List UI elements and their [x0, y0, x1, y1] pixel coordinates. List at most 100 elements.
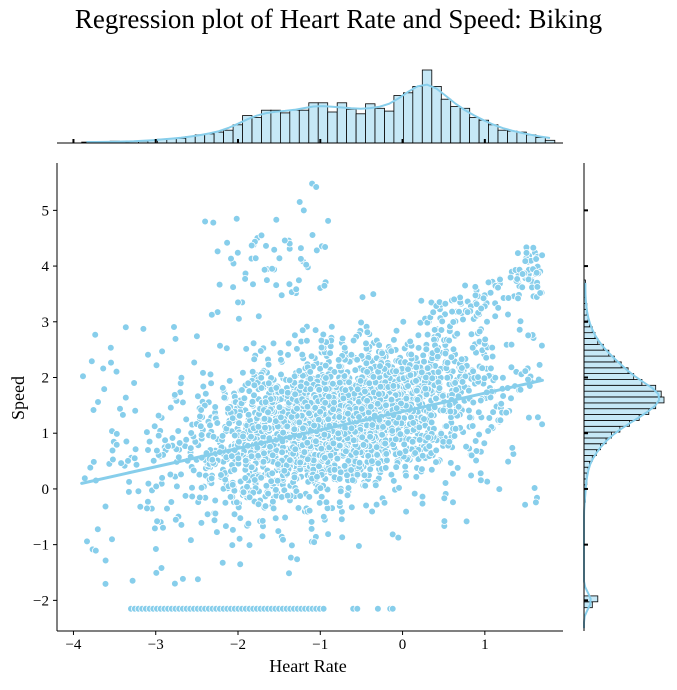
- scatter-point: [330, 465, 339, 474]
- right-hist-bar: [583, 355, 615, 363]
- scatter-point: [247, 452, 256, 461]
- scatter-point: [136, 502, 145, 511]
- scatter-point: [514, 249, 522, 257]
- right-hist-bar: [583, 402, 657, 410]
- scatter-point: [507, 340, 516, 349]
- scatter-point: [347, 424, 356, 433]
- scatter-point: [293, 404, 301, 413]
- scatter-point: [258, 532, 267, 541]
- scatter-point: [261, 398, 270, 406]
- scatter-point: [366, 402, 375, 411]
- scatter-point: [469, 367, 477, 376]
- scatter-point: [418, 499, 427, 508]
- scatter-point: [171, 335, 180, 343]
- scatter-point: [369, 373, 378, 381]
- scatter-point: [177, 373, 186, 382]
- top-hist-bar: [459, 107, 471, 144]
- scatter-point: [463, 308, 472, 316]
- scatter-point: [518, 270, 527, 278]
- scatter-point: [366, 465, 375, 474]
- scatter-point: [202, 389, 210, 398]
- scatter-point: [368, 457, 376, 465]
- scatter-point: [311, 326, 320, 334]
- scatter-point: [275, 403, 284, 412]
- scatter-point: [472, 447, 481, 455]
- scatter-point: [134, 487, 143, 496]
- scatter-point: [449, 469, 457, 478]
- scatter-point: [107, 358, 115, 367]
- scatter-point: [433, 346, 442, 355]
- scatter-point: [387, 395, 396, 404]
- x-axis-label: Heart Rate: [269, 656, 346, 676]
- y-axis-label: Speed: [8, 376, 28, 420]
- scatter-point: [242, 456, 250, 465]
- right-hist-bar: [583, 349, 610, 357]
- scatter-point: [320, 453, 329, 462]
- scatter-point: [220, 393, 229, 402]
- scatter-point: [338, 533, 347, 541]
- scatter-point: [387, 470, 396, 479]
- scatter-point: [264, 489, 272, 498]
- scatter-point: [499, 373, 507, 382]
- y-tick-label: 0: [42, 482, 50, 498]
- scatter-point: [302, 260, 311, 269]
- scatter-point: [143, 504, 151, 513]
- scatter-point: [299, 206, 308, 215]
- scatter-point: [424, 433, 432, 442]
- scatter-point: [208, 455, 217, 464]
- scatter-point: [508, 444, 517, 452]
- scatter-point: [99, 364, 107, 373]
- scatter-point: [250, 391, 258, 400]
- scatter-point: [345, 378, 353, 387]
- scatter-point: [320, 430, 329, 439]
- scatter-point: [532, 268, 541, 277]
- scatter-point: [408, 437, 417, 446]
- scatter-point: [235, 314, 243, 323]
- scatter-point: [181, 492, 190, 500]
- scatter-point: [303, 438, 312, 447]
- scatter-point: [268, 451, 277, 460]
- scatter-point: [409, 419, 418, 427]
- scatter-point: [348, 476, 357, 484]
- scatter-point: [234, 454, 243, 463]
- scatter-point: [270, 245, 279, 254]
- scatter-point: [462, 517, 471, 526]
- scatter-point: [395, 449, 404, 458]
- scatter-point: [407, 350, 416, 359]
- scatter-point: [392, 367, 400, 376]
- scatter-point: [443, 358, 452, 367]
- top-hist-bar: [261, 109, 272, 144]
- y-tick-label: 2: [42, 371, 50, 387]
- scatter-point: [383, 456, 391, 465]
- scatter-point: [277, 413, 285, 422]
- scatter-point: [472, 300, 481, 308]
- x-tick-label: −2: [230, 637, 246, 653]
- scatter-point: [452, 385, 460, 394]
- scatter-point: [305, 493, 314, 501]
- scatter-point: [130, 454, 139, 463]
- scatter-point: [280, 236, 289, 245]
- scatter-point: [538, 420, 546, 429]
- scatter-point: [213, 247, 222, 256]
- scatter-point: [401, 462, 410, 471]
- scatter-point: [143, 428, 151, 436]
- scatter-point: [234, 248, 242, 257]
- scatter-point: [230, 510, 239, 519]
- scatter-point: [329, 379, 337, 388]
- scatter-point: [423, 364, 432, 372]
- right-hist-bar: [583, 396, 665, 404]
- scatter-point: [249, 280, 257, 289]
- scatter-point: [211, 403, 220, 411]
- scatter-point: [107, 343, 115, 352]
- scatter-point: [427, 411, 435, 420]
- scatter-point: [465, 406, 473, 415]
- top-hist-bar: [469, 117, 480, 144]
- scatter-point: [305, 409, 313, 418]
- regression-line-group: [80, 378, 544, 485]
- scatter-point: [437, 326, 446, 334]
- scatter-point: [373, 399, 382, 408]
- scatter-point: [451, 424, 460, 433]
- scatter-point: [242, 345, 251, 353]
- scatter-point: [412, 377, 420, 385]
- scatter-point: [295, 198, 304, 206]
